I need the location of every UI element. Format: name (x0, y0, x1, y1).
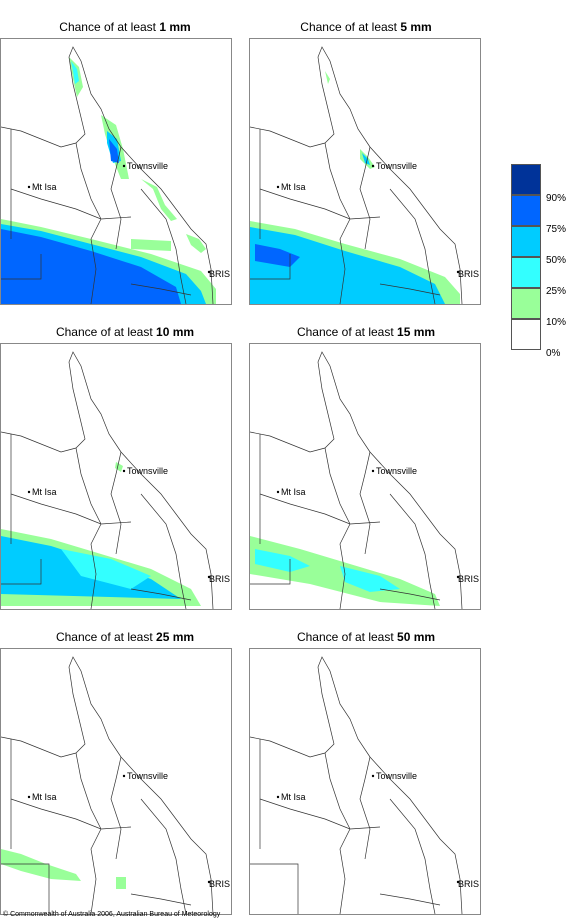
probability-shading (1, 57, 216, 304)
copyright-text: © Commonwealth of Australia 2006, Austra… (3, 911, 221, 918)
legend-label-75: 75% (546, 224, 567, 235)
place-label-mt-isa: Mt Isa (32, 182, 57, 192)
legend-swatch-25-50 (511, 257, 541, 288)
town-markers (276, 164, 460, 274)
probability-shading (250, 71, 460, 304)
place-label-mt-isa: Mt Isa (32, 792, 57, 802)
place-label-mt-isa: Mt Isa (281, 792, 306, 802)
legend-label-90: 90% (546, 193, 567, 204)
panel-title-15mm: Chance of at least 15 mm (296, 325, 436, 339)
legend-swatch-0-10 (511, 319, 541, 350)
town-markers (276, 774, 460, 884)
panel-title-1mm: Chance of at least 1 mm (59, 20, 191, 34)
legend-swatch-10-25 (511, 288, 541, 319)
place-label-brisbane: BRIS (209, 574, 230, 584)
legend-label-0: 0% (546, 348, 561, 359)
coastline-and-borders (250, 656, 463, 914)
place-label-townsville: Townsville (127, 466, 168, 476)
panel-title-25mm: Chance of at least 25 mm (55, 630, 195, 644)
place-label-townsville: Townsville (376, 161, 417, 171)
panel-title-10mm: Chance of at least 10 mm (55, 325, 195, 339)
place-label-mt-isa: Mt Isa (281, 487, 306, 497)
place-label-brisbane: BRIS (458, 269, 479, 279)
place-label-mt-isa: Mt Isa (281, 182, 306, 192)
map-5mm: Townsville Mt Isa BRIS (249, 38, 481, 305)
legend-swatch-50-75 (511, 226, 541, 257)
coastline-and-borders (1, 656, 214, 914)
legend-swatch-90-100 (511, 164, 541, 195)
coastline-and-borders (250, 46, 463, 304)
coastline-and-borders (250, 351, 463, 609)
legend-label-50: 50% (546, 255, 567, 266)
legend-label-25: 25% (546, 286, 567, 297)
place-label-brisbane: BRIS (458, 574, 479, 584)
coastline-and-borders (1, 46, 214, 304)
map-10mm: Townsville Mt Isa BRIS (0, 343, 232, 610)
town-markers (27, 164, 211, 274)
place-label-brisbane: BRIS (458, 879, 479, 889)
town-markers (27, 774, 211, 884)
panel-title-5mm: Chance of at least 5 mm (300, 20, 432, 34)
map-1mm: Townsville Mt Isa BRIS (0, 38, 232, 305)
legend-label-10: 10% (546, 317, 567, 328)
place-label-townsville: Townsville (127, 161, 168, 171)
town-markers (276, 469, 460, 579)
place-label-brisbane: BRIS (209, 269, 230, 279)
map-50mm: Townsville Mt Isa BRIS (249, 648, 481, 915)
town-markers (27, 469, 211, 579)
probability-shading (250, 536, 440, 606)
probability-shading (1, 849, 126, 889)
map-25mm: Townsville Mt Isa BRIS (0, 648, 232, 915)
place-label-townsville: Townsville (376, 771, 417, 781)
place-label-townsville: Townsville (127, 771, 168, 781)
coastline-and-borders (1, 351, 214, 609)
probability-shading (1, 462, 201, 606)
place-label-townsville: Townsville (376, 466, 417, 476)
panel-title-50mm: Chance of at least 50 mm (296, 630, 436, 644)
legend-swatch-75-90 (511, 195, 541, 226)
map-15mm: Townsville Mt Isa BRIS (249, 343, 481, 610)
place-label-mt-isa: Mt Isa (32, 487, 57, 497)
place-label-brisbane: BRIS (209, 879, 230, 889)
